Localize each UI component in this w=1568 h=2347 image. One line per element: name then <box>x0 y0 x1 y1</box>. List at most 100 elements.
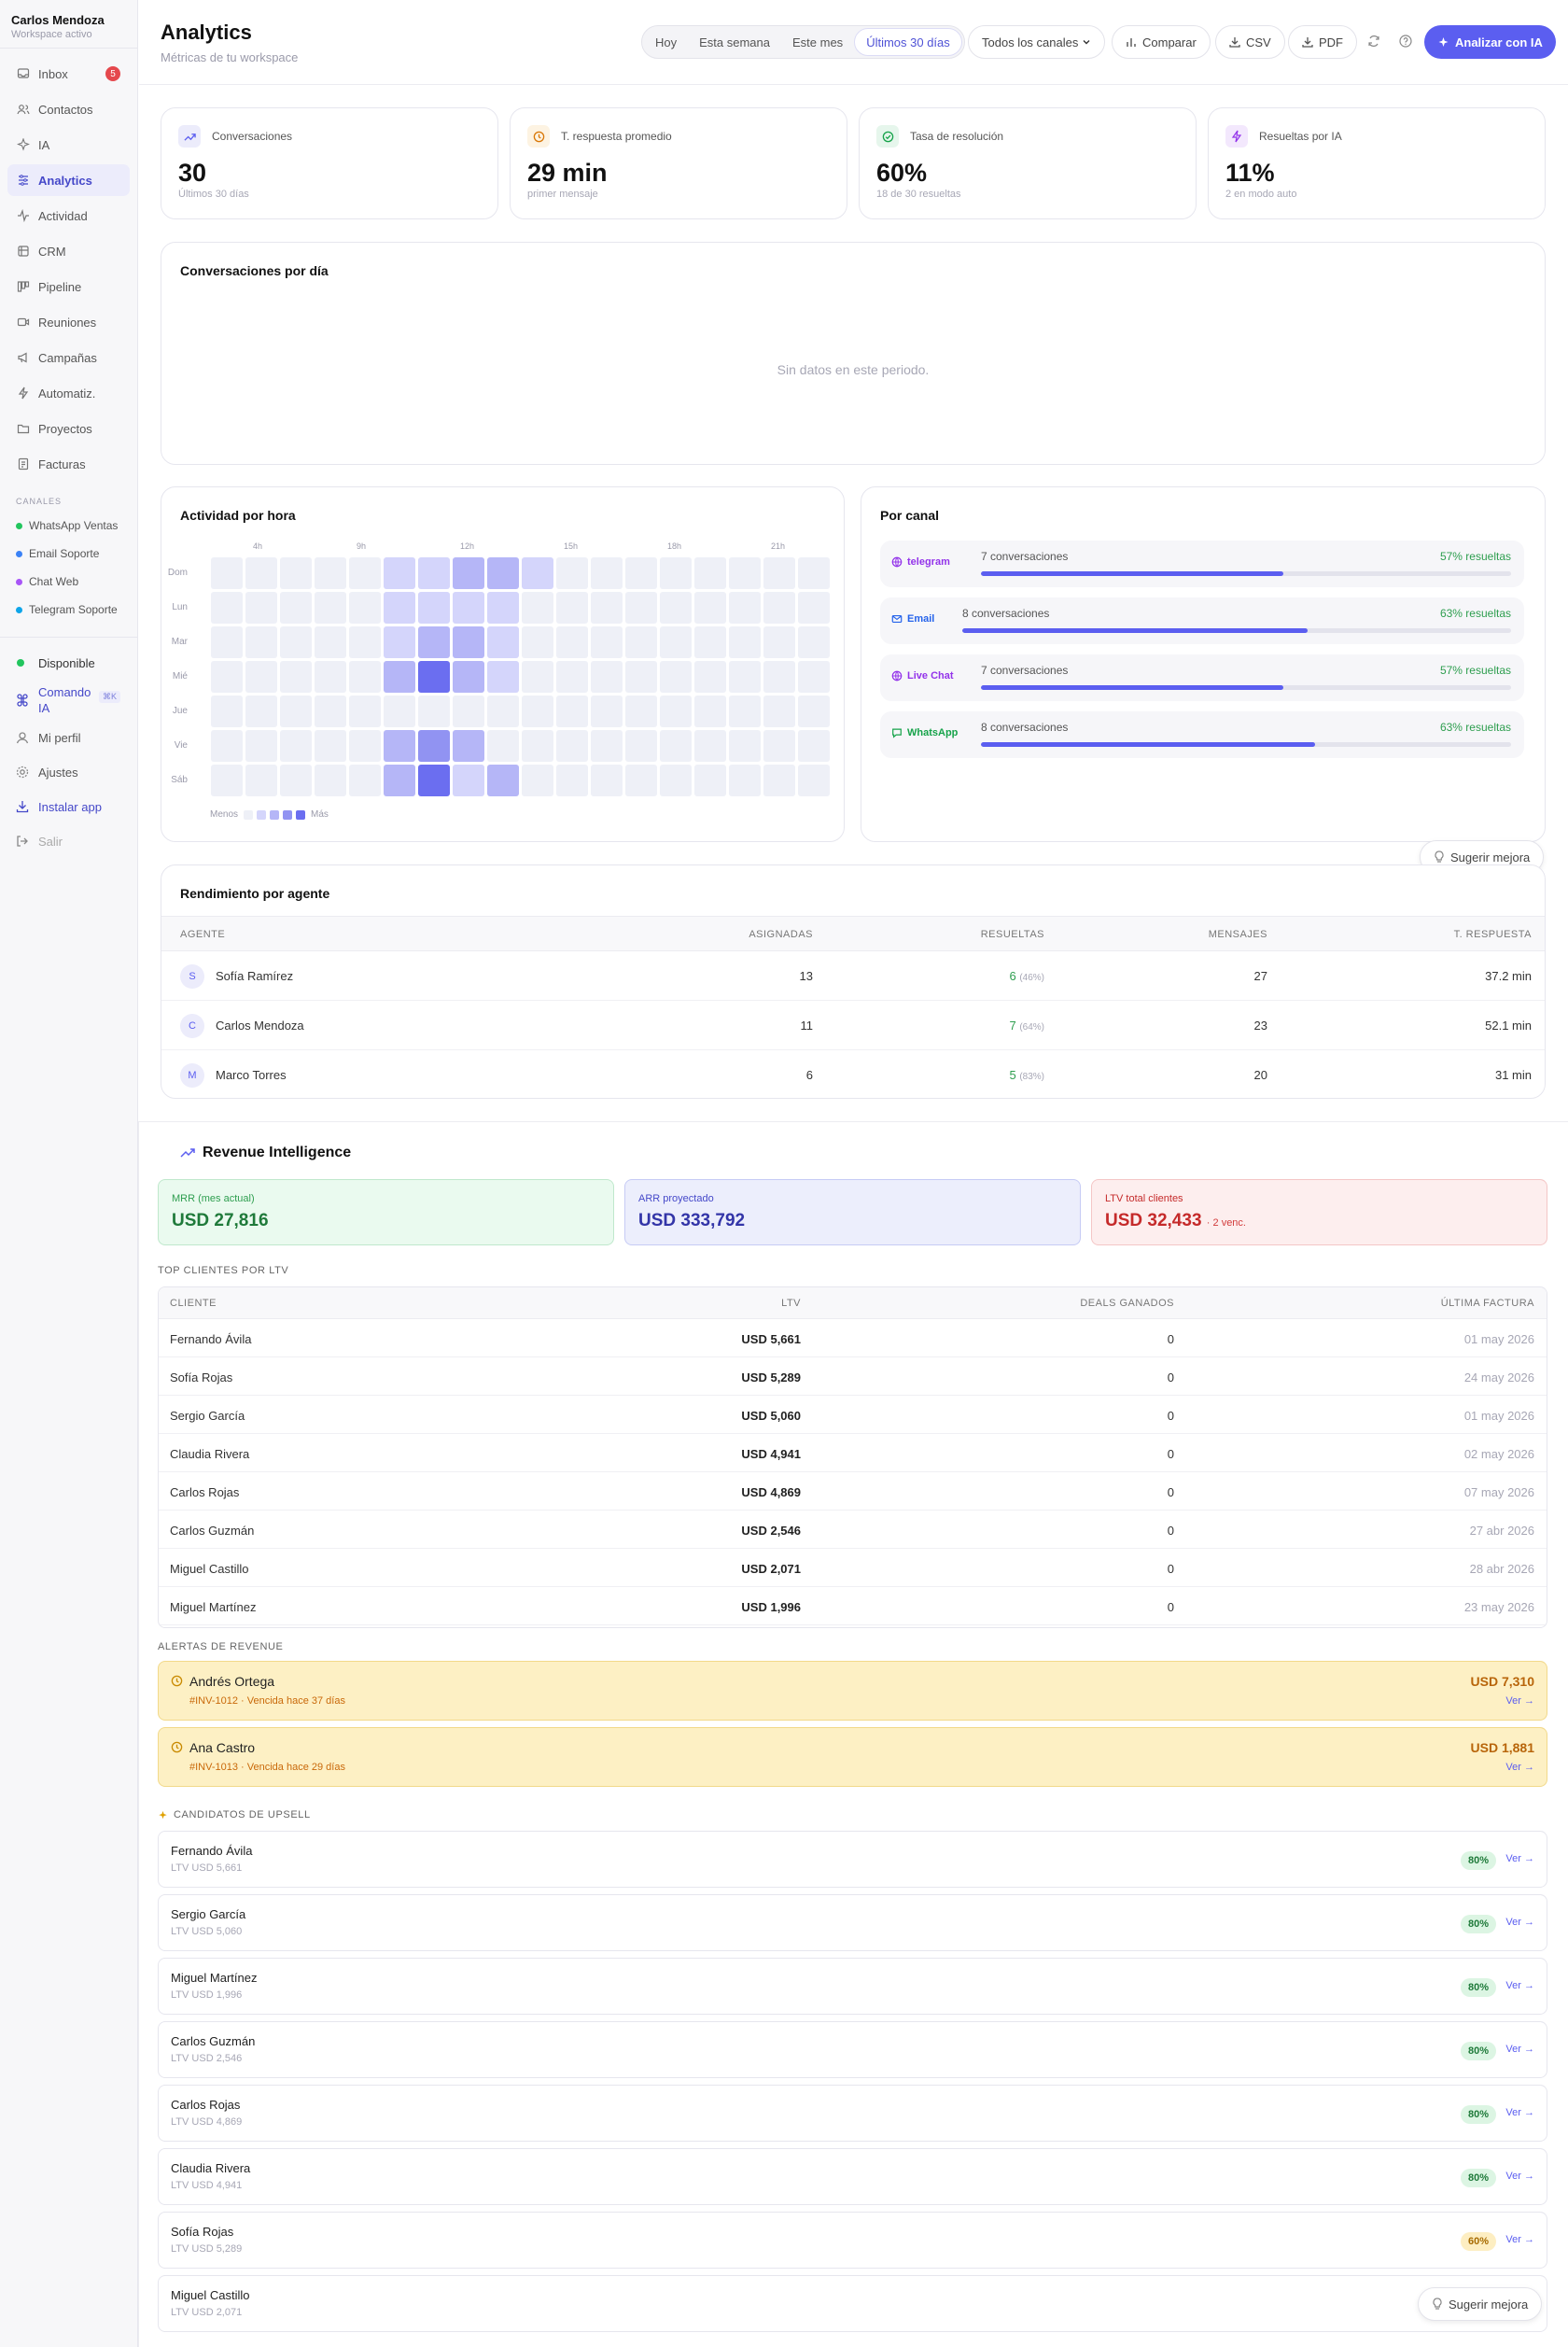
heatmap-cell[interactable] <box>245 626 277 658</box>
heatmap-cell[interactable] <box>694 557 726 589</box>
heatmap-cell[interactable] <box>522 661 553 693</box>
candidate-view-link[interactable]: Ver → <box>1505 1917 1534 1928</box>
heatmap-cell[interactable] <box>591 661 623 693</box>
candidate-view-link[interactable]: Ver → <box>1505 2234 1534 2245</box>
heatmap-cell[interactable] <box>660 696 692 727</box>
heatmap-cell[interactable] <box>487 696 519 727</box>
column-header[interactable]: ÚLTIMA FACTURA <box>1440 1298 1534 1309</box>
sidebar-item-inbox[interactable]: Inbox 5 <box>7 58 130 90</box>
heatmap-cell[interactable] <box>487 557 519 589</box>
alert-view-link[interactable]: Ver → <box>1505 1695 1534 1707</box>
heatmap-cell[interactable] <box>522 626 553 658</box>
heatmap-cell[interactable] <box>487 765 519 796</box>
heatmap-cell[interactable] <box>315 557 346 589</box>
heatmap-cell[interactable] <box>453 592 484 624</box>
heatmap-cell[interactable] <box>763 626 795 658</box>
heatmap-cell[interactable] <box>556 592 588 624</box>
heatmap-cell[interactable] <box>211 765 243 796</box>
heatmap-cell[interactable] <box>384 592 415 624</box>
workspace-header[interactable]: Carlos Mendoza Workspace activo <box>0 0 137 49</box>
channel-item[interactable]: Telegram Soporte <box>0 596 137 624</box>
heatmap-cell[interactable] <box>453 696 484 727</box>
heatmap-cell[interactable] <box>625 661 657 693</box>
heatmap-cell[interactable] <box>694 592 726 624</box>
heatmap-cell[interactable] <box>591 592 623 624</box>
heatmap-cell[interactable] <box>660 730 692 762</box>
revenue-alert[interactable]: Ana Castro #INV-1013 · Vencida hace 29 dí… <box>158 1727 1547 1787</box>
upsell-candidate[interactable]: Carlos Guzmán LTV USD 2,546 80% Ver → <box>158 2021 1547 2078</box>
heatmap-cell[interactable] <box>280 557 312 589</box>
sidebar-item-contactos[interactable]: Contactos <box>7 93 130 125</box>
heatmap-cell[interactable] <box>349 592 381 624</box>
heatmap-cell[interactable] <box>798 661 830 693</box>
heatmap-cell[interactable] <box>315 696 346 727</box>
heatmap-cell[interactable] <box>315 626 346 658</box>
heatmap-cell[interactable] <box>315 592 346 624</box>
heatmap-cell[interactable] <box>729 661 761 693</box>
table-row[interactable]: Sergio García USD 5,060 0 01 may 2026 <box>159 1397 1547 1434</box>
heatmap-cell[interactable] <box>280 661 312 693</box>
heatmap-cell[interactable] <box>729 592 761 624</box>
heatmap-cell[interactable] <box>384 626 415 658</box>
heatmap-cell[interactable] <box>280 765 312 796</box>
heatmap-cell[interactable] <box>453 626 484 658</box>
heatmap-cell[interactable] <box>453 765 484 796</box>
heatmap-cell[interactable] <box>798 557 830 589</box>
heatmap-cell[interactable] <box>384 661 415 693</box>
heatmap-cell[interactable] <box>763 557 795 589</box>
heatmap-cell[interactable] <box>625 557 657 589</box>
column-header[interactable]: ASIGNADAS <box>749 929 813 940</box>
profile-link[interactable]: Mi perfil <box>7 722 130 753</box>
heatmap-cell[interactable] <box>591 730 623 762</box>
candidate-view-link[interactable]: Ver → <box>1505 2107 1534 2118</box>
heatmap-cell[interactable] <box>522 557 553 589</box>
heatmap-cell[interactable] <box>280 696 312 727</box>
heatmap-cell[interactable] <box>729 765 761 796</box>
heatmap-cell[interactable] <box>625 730 657 762</box>
candidate-view-link[interactable]: Ver → <box>1505 1853 1534 1864</box>
heatmap-cell[interactable] <box>487 730 519 762</box>
heatmap-cell[interactable] <box>729 730 761 762</box>
sidebar-item-reuniones[interactable]: Reuniones <box>7 306 130 338</box>
heatmap-cell[interactable] <box>245 765 277 796</box>
upsell-candidate[interactable]: Sergio García LTV USD 5,060 80% Ver → <box>158 1894 1547 1951</box>
table-row[interactable]: Claudia Rivera USD 4,941 0 02 may 2026 <box>159 1435 1547 1472</box>
heatmap-cell[interactable] <box>694 626 726 658</box>
heatmap-cell[interactable] <box>384 696 415 727</box>
column-header[interactable]: RESUELTAS <box>980 929 1044 940</box>
range-option[interactable]: Últimos 30 días <box>854 28 962 56</box>
upsell-candidate[interactable]: Claudia Rivera LTV USD 4,941 80% Ver → <box>158 2148 1547 2205</box>
revenue-alert[interactable]: Andrés Ortega #INV-1012 · Vencida hace 37… <box>158 1661 1547 1721</box>
refresh-icon[interactable] <box>1365 32 1383 50</box>
compare-button[interactable]: Comparar <box>1112 25 1211 59</box>
heatmap-cell[interactable] <box>349 661 381 693</box>
heatmap-cell[interactable] <box>694 765 726 796</box>
heatmap-cell[interactable] <box>660 557 692 589</box>
heatmap-cell[interactable] <box>315 730 346 762</box>
heatmap-cell[interactable] <box>349 730 381 762</box>
heatmap-cell[interactable] <box>211 626 243 658</box>
heatmap-cell[interactable] <box>556 730 588 762</box>
column-header[interactable]: MENSAJES <box>1208 929 1267 940</box>
channel-row[interactable]: WhatsApp 8 conversaciones 63% resueltas <box>880 711 1524 758</box>
sidebar-item-crm[interactable]: CRM <box>7 235 130 267</box>
candidate-view-link[interactable]: Ver → <box>1505 2044 1534 2055</box>
heatmap-cell[interactable] <box>245 696 277 727</box>
heatmap-cell[interactable] <box>349 765 381 796</box>
heatmap-cell[interactable] <box>418 730 450 762</box>
heatmap-cell[interactable] <box>556 557 588 589</box>
heatmap-cell[interactable] <box>798 730 830 762</box>
heatmap-cell[interactable] <box>763 696 795 727</box>
heatmap-cell[interactable] <box>729 626 761 658</box>
heatmap-cell[interactable] <box>729 696 761 727</box>
table-row[interactable]: Miguel Castillo USD 2,071 0 28 abr 2026 <box>159 1550 1547 1587</box>
channel-row[interactable]: Live Chat 7 conversaciones 57% resueltas <box>880 654 1524 701</box>
heatmap-cell[interactable] <box>798 765 830 796</box>
heatmap-cell[interactable] <box>556 765 588 796</box>
heatmap-cell[interactable] <box>418 626 450 658</box>
heatmap-cell[interactable] <box>625 765 657 796</box>
heatmap-cell[interactable] <box>418 661 450 693</box>
sidebar-item-pipeline[interactable]: Pipeline <box>7 271 130 302</box>
range-option[interactable]: Esta semana <box>699 35 770 49</box>
sidebar-item-automatiz[interactable]: Automatiz. <box>7 377 130 409</box>
